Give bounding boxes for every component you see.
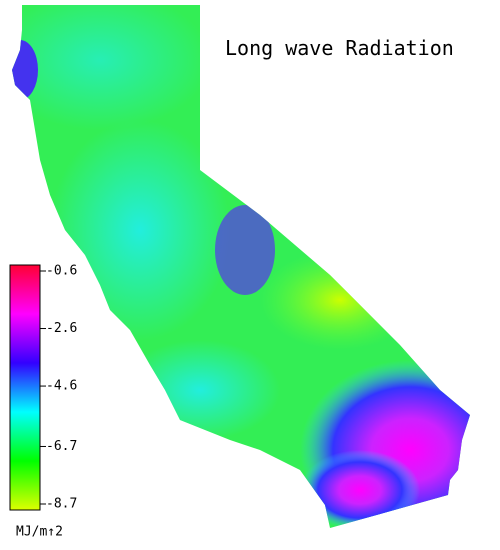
tick-label: -0.6 bbox=[46, 264, 77, 279]
map-title: Long wave Radiation bbox=[225, 36, 454, 60]
colorbar bbox=[9, 264, 41, 511]
tick-label: -8.7 bbox=[46, 497, 77, 512]
tick-label: -2.6 bbox=[46, 321, 77, 336]
tick-label: -4.6 bbox=[46, 379, 77, 394]
tick-label: -6.7 bbox=[46, 439, 77, 454]
colorbar-unit: MJ/m↑2 bbox=[16, 525, 63, 540]
